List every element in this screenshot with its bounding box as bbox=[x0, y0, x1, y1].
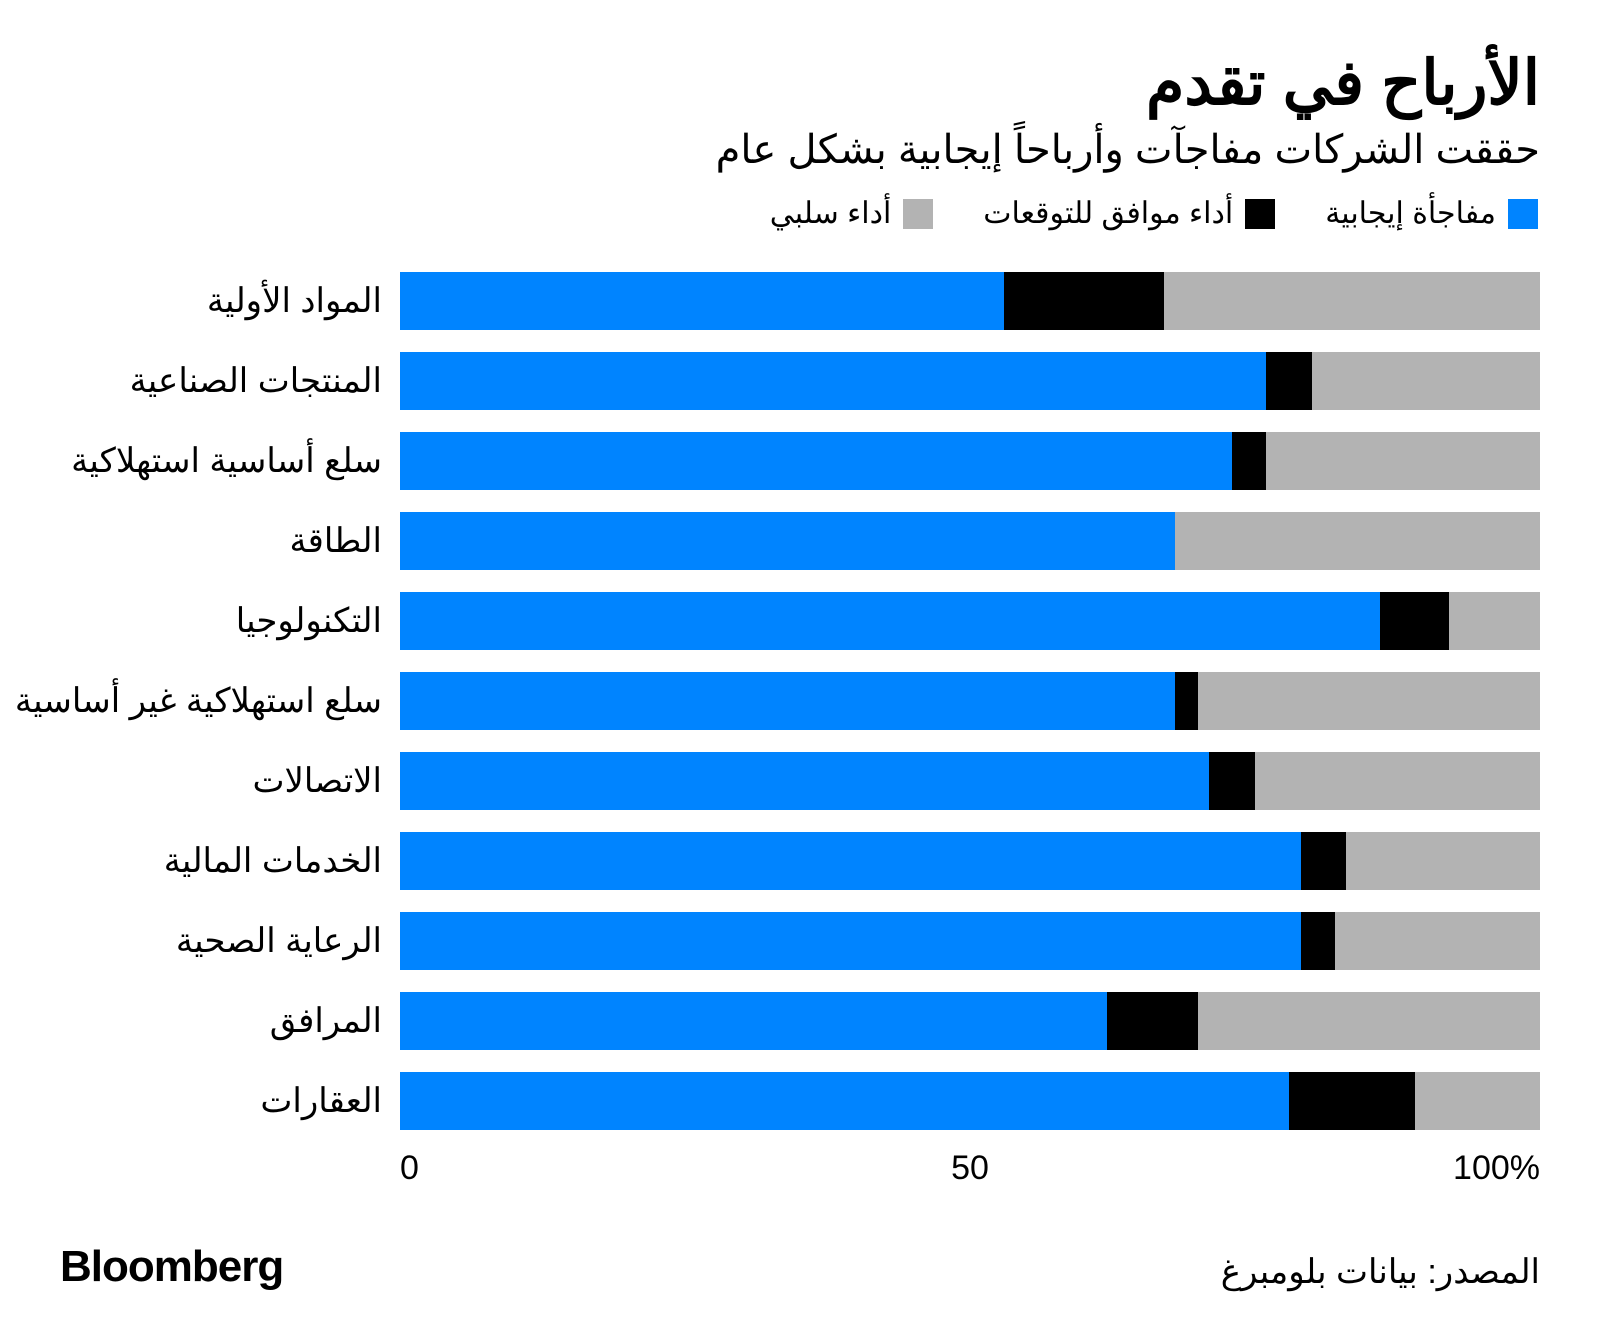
bar-row bbox=[400, 981, 1540, 1061]
category-label: سلع أساسية استهلاكية bbox=[60, 421, 400, 501]
bar-track bbox=[400, 1072, 1540, 1130]
bar-segment bbox=[1266, 352, 1312, 410]
bar-segment bbox=[1301, 832, 1347, 890]
x-tick: 0 bbox=[400, 1149, 419, 1188]
bar-row bbox=[400, 421, 1540, 501]
category-label: العقارات bbox=[60, 1061, 400, 1141]
bar-row bbox=[400, 1061, 1540, 1141]
bar-segment bbox=[400, 832, 1301, 890]
bar-row bbox=[400, 741, 1540, 821]
legend-swatch bbox=[1508, 199, 1538, 229]
category-label: سلع استهلاكية غير أساسية bbox=[60, 661, 400, 741]
bar-row bbox=[400, 901, 1540, 981]
bar-track bbox=[400, 832, 1540, 890]
legend-label: أداء سلبي bbox=[770, 196, 892, 231]
bar-track bbox=[400, 432, 1540, 490]
bar-segment bbox=[400, 432, 1232, 490]
source-text: المصدر: بيانات بلومبرغ bbox=[1221, 1252, 1540, 1292]
category-label: الرعاية الصحية bbox=[60, 901, 400, 981]
bar-row bbox=[400, 341, 1540, 421]
bar-track bbox=[400, 992, 1540, 1050]
bar-segment bbox=[400, 752, 1209, 810]
bar-row bbox=[400, 501, 1540, 581]
bar-track bbox=[400, 352, 1540, 410]
bar-row bbox=[400, 581, 1540, 661]
bar-segment bbox=[1107, 992, 1198, 1050]
y-axis-labels: المواد الأوليةالمنتجات الصناعيةسلع أساسي… bbox=[60, 261, 400, 1141]
bar-track bbox=[400, 912, 1540, 970]
bar-segment bbox=[400, 352, 1266, 410]
bar-row bbox=[400, 261, 1540, 341]
bar-segment bbox=[1312, 352, 1540, 410]
category-label: الطاقة bbox=[60, 501, 400, 581]
bar-segment bbox=[1289, 1072, 1414, 1130]
legend-item: مفاجأة إيجابية bbox=[1325, 196, 1538, 231]
brand-logo: Bloomberg bbox=[60, 1242, 283, 1292]
legend-label: أداء موافق للتوقعات bbox=[983, 196, 1233, 231]
bar-segment bbox=[1175, 512, 1540, 570]
category-label: المنتجات الصناعية bbox=[60, 341, 400, 421]
bar-track bbox=[400, 592, 1540, 650]
bar-track bbox=[400, 272, 1540, 330]
legend-label: مفاجأة إيجابية bbox=[1325, 196, 1496, 231]
bar-segment bbox=[1255, 752, 1540, 810]
bar-segment bbox=[400, 992, 1107, 1050]
bar-segment bbox=[1232, 432, 1266, 490]
bar-track bbox=[400, 672, 1540, 730]
bar-row bbox=[400, 821, 1540, 901]
bar-row bbox=[400, 661, 1540, 741]
bar-segment bbox=[400, 512, 1175, 570]
bar-segment bbox=[1335, 912, 1540, 970]
legend: مفاجأة إيجابية أداء موافق للتوقعات أداء سل… bbox=[60, 196, 1540, 231]
legend-swatch bbox=[1245, 199, 1275, 229]
bar-segment bbox=[1164, 272, 1540, 330]
bar-segment bbox=[1266, 432, 1540, 490]
bar-segment bbox=[400, 592, 1380, 650]
chart-subtitle: حققت الشركات مفاجآت وأرباحاً إيجابية بشك… bbox=[60, 124, 1540, 176]
bar-segment bbox=[1198, 992, 1540, 1050]
bar-segment bbox=[1415, 1072, 1540, 1130]
bar-segment bbox=[1449, 592, 1540, 650]
bar-segment bbox=[1175, 672, 1198, 730]
chart-area: المواد الأوليةالمنتجات الصناعيةسلع أساسي… bbox=[60, 261, 1540, 1141]
bar-segment bbox=[1380, 592, 1448, 650]
bars-container bbox=[400, 261, 1540, 1141]
category-label: التكنولوجيا bbox=[60, 581, 400, 661]
x-axis: 0 50 100% bbox=[60, 1149, 1540, 1199]
bar-track bbox=[400, 752, 1540, 810]
category-label: الخدمات المالية bbox=[60, 821, 400, 901]
chart-title: الأرباح في تقدم bbox=[60, 50, 1540, 118]
footer: Bloomberg المصدر: بيانات بلومبرغ bbox=[60, 1242, 1540, 1292]
bar-segment bbox=[400, 272, 1004, 330]
bar-segment bbox=[1198, 672, 1540, 730]
bar-segment bbox=[1301, 912, 1335, 970]
legend-swatch bbox=[903, 199, 933, 229]
category-label: المرافق bbox=[60, 981, 400, 1061]
legend-item: أداء موافق للتوقعات bbox=[983, 196, 1275, 231]
bar-track bbox=[400, 512, 1540, 570]
bar-segment bbox=[1209, 752, 1255, 810]
bar-segment bbox=[1004, 272, 1164, 330]
bar-segment bbox=[400, 912, 1301, 970]
bar-segment bbox=[400, 672, 1175, 730]
legend-item: أداء سلبي bbox=[770, 196, 934, 231]
bar-segment bbox=[400, 1072, 1289, 1130]
category-label: المواد الأولية bbox=[60, 261, 400, 341]
category-label: الاتصالات bbox=[60, 741, 400, 821]
bar-segment bbox=[1346, 832, 1540, 890]
x-tick: 50 bbox=[951, 1149, 989, 1188]
x-tick: 100% bbox=[1453, 1149, 1540, 1188]
